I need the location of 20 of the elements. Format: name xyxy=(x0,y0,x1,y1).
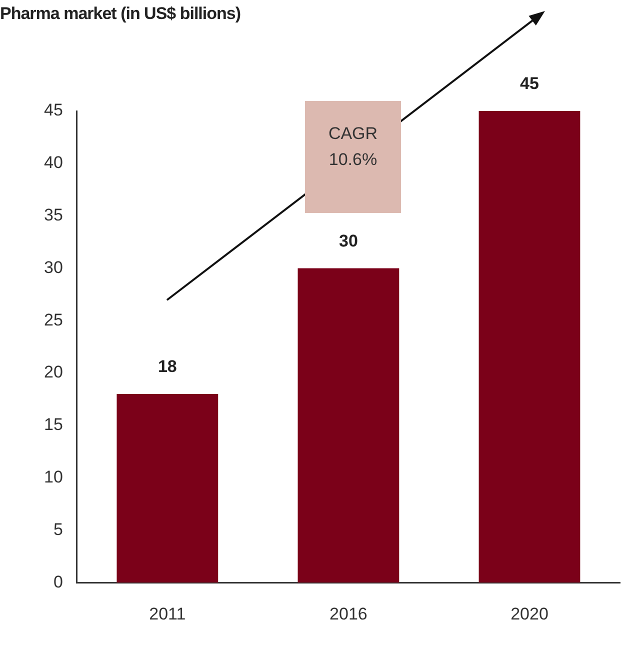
y-tick-label: 25 xyxy=(44,310,63,330)
y-tick-label: 30 xyxy=(44,258,63,277)
y-tick-label: 5 xyxy=(53,520,63,539)
x-tick-label: 2011 xyxy=(149,604,186,624)
data-label: 18 xyxy=(158,357,177,376)
x-tick-label: 2020 xyxy=(510,604,548,624)
bar xyxy=(298,268,400,583)
chart-title: Pharma market (in US$ billions) xyxy=(0,4,241,24)
bar xyxy=(116,394,218,583)
y-tick-label: 45 xyxy=(44,100,63,120)
data-label: 45 xyxy=(520,74,539,94)
y-tick-label: 10 xyxy=(44,467,63,486)
y-tick-label: 35 xyxy=(44,205,63,224)
y-tick-label: 40 xyxy=(44,153,63,172)
bar xyxy=(478,111,580,583)
y-tick-label: 0 xyxy=(53,572,63,592)
y-tick-label: 15 xyxy=(44,415,63,434)
data-label: 30 xyxy=(338,231,358,250)
y-tick-label: 20 xyxy=(44,362,63,382)
x-tick-label: 2016 xyxy=(330,604,368,624)
